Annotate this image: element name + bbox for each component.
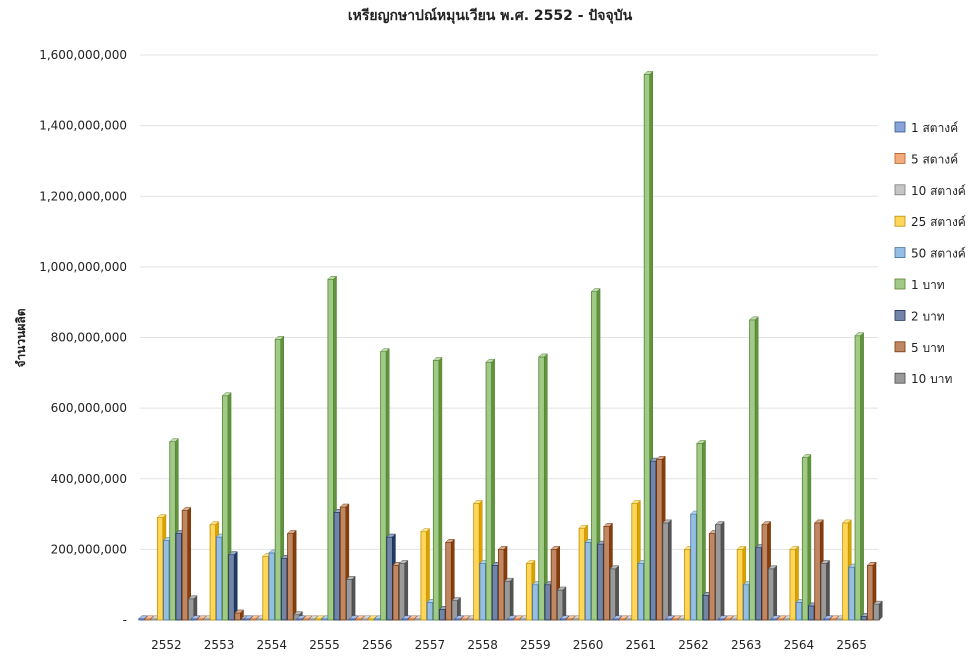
legend-label: 5 สตางค์ xyxy=(911,152,958,166)
bar xyxy=(187,595,198,621)
legend-swatch xyxy=(894,247,906,259)
legend-label: 10 สตางค์ xyxy=(911,184,966,198)
bar xyxy=(873,600,883,621)
x-tick-label: 2552 xyxy=(151,638,182,652)
legend-label: 1 สตางค์ xyxy=(911,121,958,135)
bar xyxy=(714,521,725,621)
bar xyxy=(820,559,831,621)
bar xyxy=(854,332,865,621)
bar xyxy=(696,439,707,621)
x-tick-label: 2553 xyxy=(204,638,235,652)
legend-label: 10 บาท xyxy=(911,372,952,386)
bar xyxy=(234,609,245,621)
legend: 1 สตางค์ 5 สตางค์ 10 สตางค์ 25 สตางค์ 50 สตา… xyxy=(894,121,966,386)
bar xyxy=(398,559,409,621)
x-axis-ticks: 2552 2553 2554 2555 2556 2557 2558 2559 2560 2561… xyxy=(151,638,867,652)
x-tick-label: 2564 xyxy=(784,638,815,652)
y-tick-label: 1,600,000,000 xyxy=(39,48,127,62)
bar xyxy=(345,575,356,621)
x-tick-label: 2561 xyxy=(626,638,657,652)
x-tick-label: 2555 xyxy=(309,638,340,652)
legend-label: 50 สตางค์ xyxy=(911,247,966,261)
x-tick-label: 2554 xyxy=(257,638,288,652)
y-tick-label: 600,000,000 xyxy=(51,401,127,415)
y-tick-label: - xyxy=(123,613,127,627)
y-tick-label: 1,000,000,000 xyxy=(39,260,127,274)
x-tick-label: 2563 xyxy=(731,638,762,652)
y-tick-label: 1,200,000,000 xyxy=(39,189,127,203)
legend-swatch xyxy=(894,278,906,290)
bar xyxy=(590,287,601,621)
bar xyxy=(181,506,192,621)
bar xyxy=(801,453,812,621)
x-tick-label: 2558 xyxy=(467,638,498,652)
x-tick-label: 2556 xyxy=(362,638,393,652)
bar xyxy=(197,615,207,621)
chart-title: เหรียญกษาปณ์หมุนเวียน พ.ศ. 2552 - ปัจจุบ… xyxy=(348,7,633,24)
bar xyxy=(445,538,455,621)
bar xyxy=(485,358,496,621)
legend-label: 2 บาท xyxy=(911,309,945,323)
y-tick-label: 1,400,000,000 xyxy=(39,119,127,133)
bar xyxy=(662,519,672,621)
legend-swatch xyxy=(894,184,906,196)
x-tick-label: 2560 xyxy=(573,638,604,652)
y-tick-label: 200,000,000 xyxy=(51,542,127,556)
x-tick-label: 2559 xyxy=(520,638,551,652)
y-tick-label: 800,000,000 xyxy=(51,331,127,345)
x-tick-label: 2557 xyxy=(415,638,446,652)
y-axis-label: จำนวนผลิต xyxy=(14,308,28,367)
bar xyxy=(432,356,443,621)
legend-label: 5 บาท xyxy=(911,341,945,355)
bar xyxy=(228,551,238,621)
bar xyxy=(767,565,778,621)
legend-swatch xyxy=(894,341,906,353)
y-axis-ticks: - 200,000,000 400,000,000 600,000,000 800,00… xyxy=(39,48,127,627)
legend-swatch xyxy=(894,215,906,227)
bar xyxy=(504,577,514,621)
legend-label: 25 สตางค์ xyxy=(911,215,966,229)
legend-swatch xyxy=(894,309,906,321)
legend-label: 1 บาท xyxy=(911,278,945,292)
gridlines xyxy=(140,54,878,621)
bar xyxy=(420,528,431,621)
legend-swatch xyxy=(894,372,906,384)
bars xyxy=(138,70,883,621)
bar xyxy=(609,565,620,621)
bar xyxy=(286,529,297,621)
y-tick-label: 400,000,000 xyxy=(51,472,127,486)
legend-swatch xyxy=(894,152,906,164)
x-tick-label: 2562 xyxy=(678,638,709,652)
bar xyxy=(538,353,548,621)
legend-swatch xyxy=(894,121,906,133)
x-tick-label: 2565 xyxy=(836,638,867,652)
bar xyxy=(556,586,567,621)
